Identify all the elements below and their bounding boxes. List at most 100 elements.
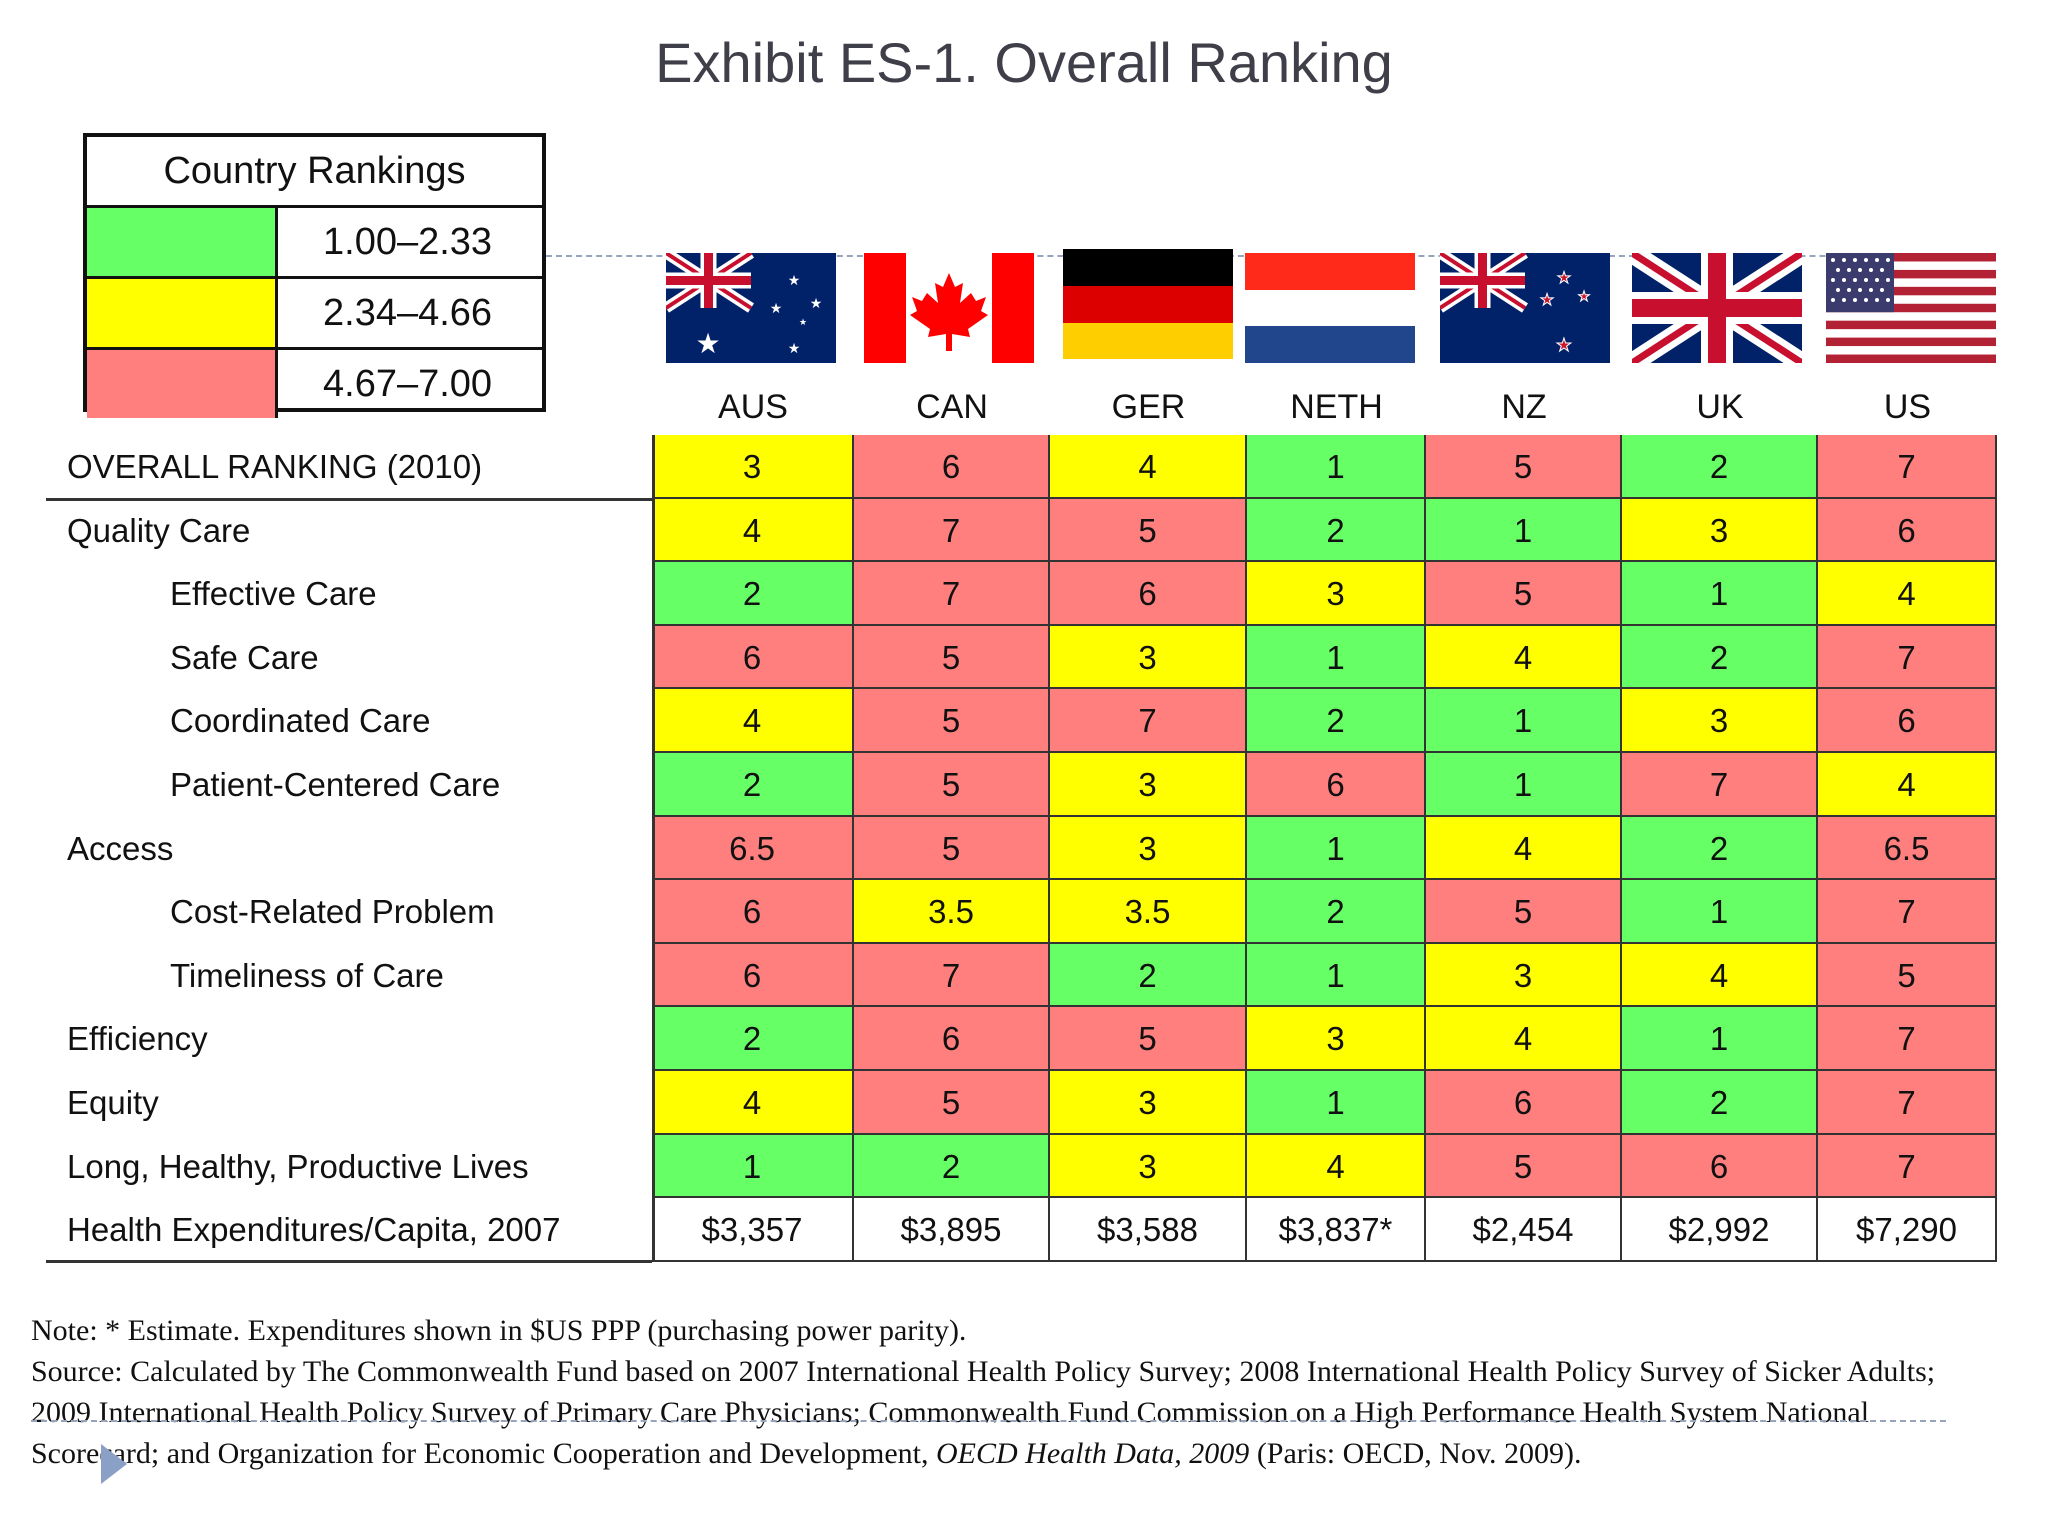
table-cell: 2 — [652, 1007, 854, 1071]
legend-range-red: 4.67–7.00 — [323, 363, 493, 405]
note-block: Note: * Estimate. Expenditures shown in … — [31, 1310, 1991, 1474]
table-cell: 7 — [854, 943, 1050, 1008]
legend-row-yellow: 2.34–4.66 — [87, 279, 542, 350]
legend-header: Country Rankings — [87, 137, 542, 208]
table-cell: 2 — [854, 1134, 1050, 1199]
legend-range-yellow: 2.34–4.66 — [323, 292, 493, 334]
legend-range-green: 1.00–2.33 — [323, 221, 493, 263]
row-label: Coordinated Care — [170, 702, 431, 740]
table-cell: 5 — [1818, 943, 1997, 1008]
table-cell: 5 — [1426, 435, 1622, 499]
svg-text:★: ★ — [1557, 268, 1571, 287]
table-cell: 1 — [1426, 753, 1622, 817]
table-cell: 1 — [1426, 689, 1622, 753]
table-cell: 3 — [1622, 498, 1818, 563]
table-cell: 1 — [1247, 625, 1426, 690]
table-cell: 5 — [854, 625, 1050, 690]
table-cell: 4 — [1622, 943, 1818, 1008]
flag-nz-icon: ★ ★ ★ ★ — [1440, 253, 1610, 363]
flag-aus-icon: ★ ★ ★ ★ ★ ★ — [666, 253, 836, 363]
table-cell: 6 — [1426, 1071, 1622, 1135]
country-label-aus: AUS — [718, 388, 788, 426]
table-bottom-rule — [46, 1259, 652, 1263]
table-cell: 7 — [1818, 880, 1997, 944]
table-cell: 6 — [652, 625, 854, 690]
row-label: OVERALL RANKING (2010) — [67, 448, 483, 485]
legend-row-red: 4.67–7.00 — [87, 350, 542, 418]
table-cell: 2 — [1622, 816, 1818, 881]
table-cell: 7 — [1818, 625, 1997, 690]
table-cell: 6 — [1050, 562, 1247, 626]
note-line: Note: * Estimate. Expenditures shown in … — [31, 1314, 967, 1347]
svg-text:★: ★ — [810, 296, 823, 312]
row-label: Patient-Centered Care — [170, 766, 501, 803]
table-cell: 5 — [1426, 562, 1622, 626]
table-cell: 7 — [1818, 435, 1997, 499]
table-cell: 3 — [1050, 753, 1247, 817]
table-cell: 6.5 — [1818, 816, 1997, 881]
table-cell: 3 — [1050, 816, 1247, 881]
table-cell: 6 — [1247, 753, 1426, 817]
table-cell: 3.5 — [854, 880, 1050, 944]
table-cell: 7 — [854, 498, 1050, 563]
table-cell: 4 — [1426, 1007, 1622, 1071]
legend-swatch-red — [87, 350, 278, 418]
flag-can-icon — [864, 253, 1034, 363]
row-label: Equity — [67, 1084, 159, 1121]
table-cell: 2 — [1622, 625, 1818, 690]
table-cell: 2 — [1247, 498, 1426, 563]
row-label: Health Expenditures/Capita, 2007 — [67, 1211, 561, 1249]
table-cell: 7 — [1622, 753, 1818, 817]
table-left-border — [652, 435, 655, 1262]
table-cell: 5 — [854, 1071, 1050, 1135]
table-cell: 4 — [1247, 1134, 1426, 1199]
table-cell: $3,895 — [854, 1198, 1050, 1262]
table-cell: 7 — [854, 562, 1050, 626]
row-label: Timeliness of Care — [170, 956, 444, 994]
table-cell: 1 — [1622, 880, 1818, 944]
slide-arrow-icon — [101, 1444, 127, 1484]
row-label: Effective Care — [170, 575, 377, 613]
guide-line-bottom — [31, 1420, 1946, 1422]
table-cell: 6 — [1818, 689, 1997, 753]
flag-uk-icon — [1632, 253, 1802, 363]
table-cell: 3 — [1426, 943, 1622, 1008]
svg-text:★: ★ — [1540, 290, 1554, 309]
table-cell: 6 — [854, 1007, 1050, 1071]
svg-text:★: ★ — [788, 273, 801, 289]
table-cell: 2 — [1247, 689, 1426, 753]
table-cell: 4 — [1818, 753, 1997, 817]
table-cell: 1 — [1247, 816, 1426, 881]
table-cell: $3,357 — [652, 1198, 854, 1262]
svg-text:★: ★ — [695, 327, 720, 360]
table-cell: 3 — [652, 435, 854, 499]
table-cell: 4 — [652, 1071, 854, 1135]
flag-neth-icon — [1245, 253, 1415, 363]
source-text-italic: OECD Health Data, 2009 — [935, 1437, 1250, 1470]
row-label: Efficiency — [67, 1020, 208, 1058]
table-cell: 7 — [1050, 689, 1247, 753]
source-text-main: Source: Calculated by The Commonwealth F… — [31, 1355, 1936, 1470]
table-cell: 5 — [1426, 1134, 1622, 1199]
legend: Country Rankings 1.00–2.33 2.34–4.66 4.6… — [83, 133, 546, 418]
table-cell: 3 — [1050, 1134, 1247, 1199]
source-text: Source: Calculated by The Commonwealth F… — [31, 1351, 1991, 1474]
table-cell: 3.5 — [1050, 880, 1247, 944]
table-cell: 4 — [652, 498, 854, 563]
table-cell: 5 — [1050, 1007, 1247, 1071]
chart-title: Exhibit ES-1. Overall Ranking — [655, 31, 1393, 94]
country-label-ger: GER — [1111, 388, 1186, 426]
table-cell: $3,588 — [1050, 1198, 1247, 1262]
table-cell: 6 — [1622, 1134, 1818, 1199]
country-label-uk: UK — [1696, 388, 1744, 426]
country-label-nz: NZ — [1501, 388, 1547, 426]
table-cell: 1 — [1247, 435, 1426, 499]
table-cell: 2 — [1622, 1071, 1818, 1135]
table-cell: 3 — [1050, 1071, 1247, 1135]
table-cell: $3,837* — [1247, 1198, 1426, 1262]
legend-swatch-green — [87, 208, 278, 276]
table-cell: 1 — [1247, 1071, 1426, 1135]
table-cell: 3 — [1247, 1007, 1426, 1071]
table-cell: 5 — [854, 753, 1050, 817]
table-cell: 1 — [1426, 498, 1622, 563]
